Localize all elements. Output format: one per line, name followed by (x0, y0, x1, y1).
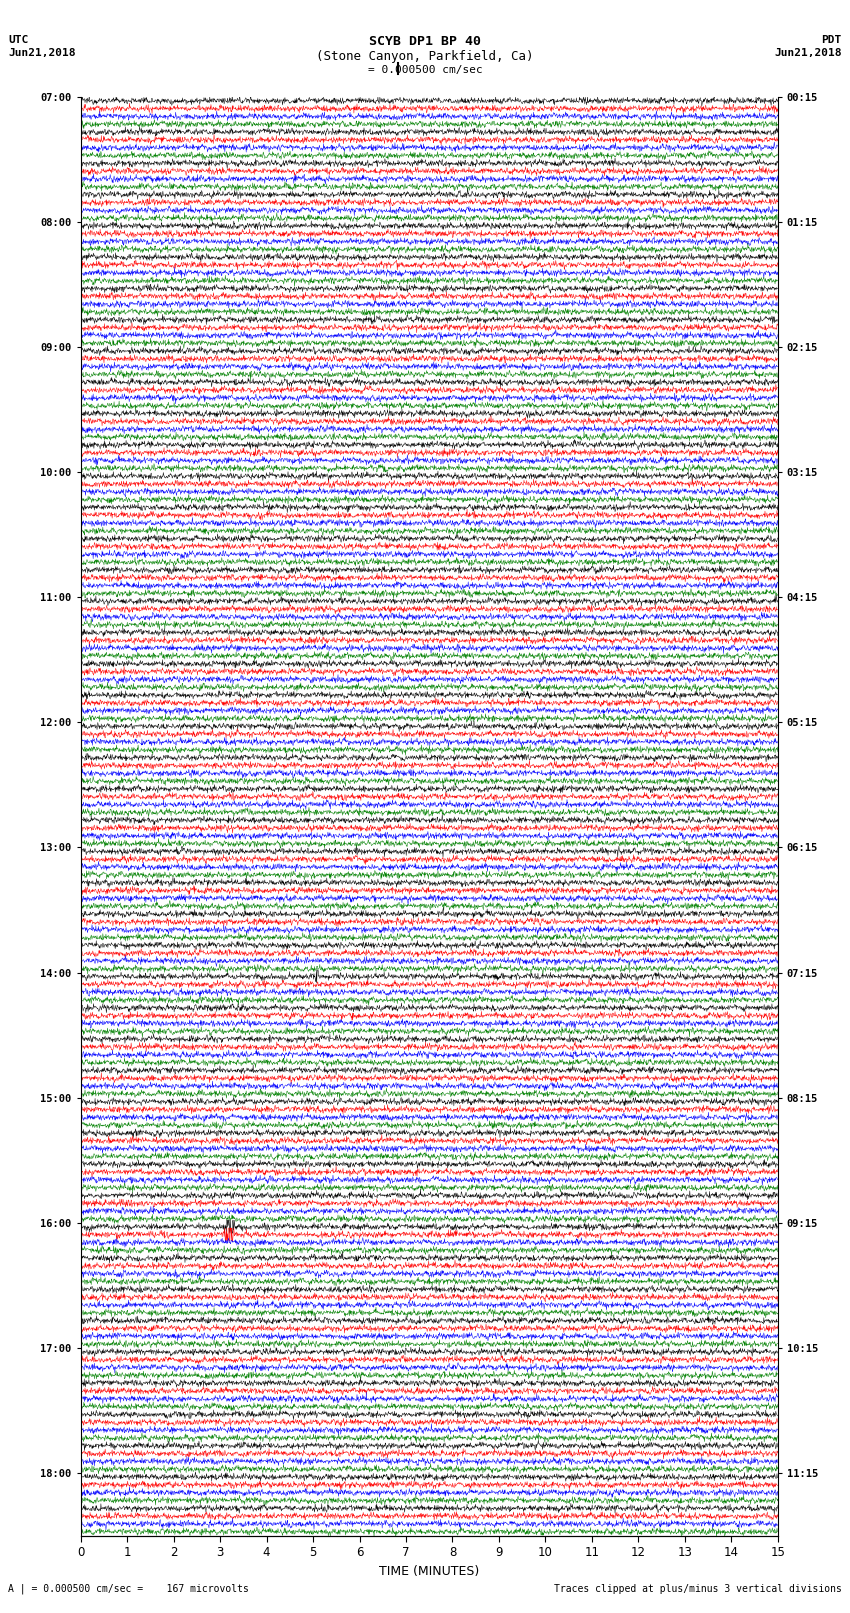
Text: = 0.000500 cm/sec: = 0.000500 cm/sec (367, 65, 483, 74)
Text: SCYB DP1 BP 40: SCYB DP1 BP 40 (369, 35, 481, 48)
Text: Jun21,2018: Jun21,2018 (8, 48, 76, 58)
Text: A | = 0.000500 cm/sec =    167 microvolts: A | = 0.000500 cm/sec = 167 microvolts (8, 1582, 249, 1594)
Text: (Stone Canyon, Parkfield, Ca): (Stone Canyon, Parkfield, Ca) (316, 50, 534, 63)
Text: Jun21,2018: Jun21,2018 (774, 48, 842, 58)
Text: UTC: UTC (8, 35, 29, 45)
X-axis label: TIME (MINUTES): TIME (MINUTES) (379, 1565, 479, 1578)
Text: Traces clipped at plus/minus 3 vertical divisions: Traces clipped at plus/minus 3 vertical … (553, 1584, 842, 1594)
Text: PDT: PDT (821, 35, 842, 45)
